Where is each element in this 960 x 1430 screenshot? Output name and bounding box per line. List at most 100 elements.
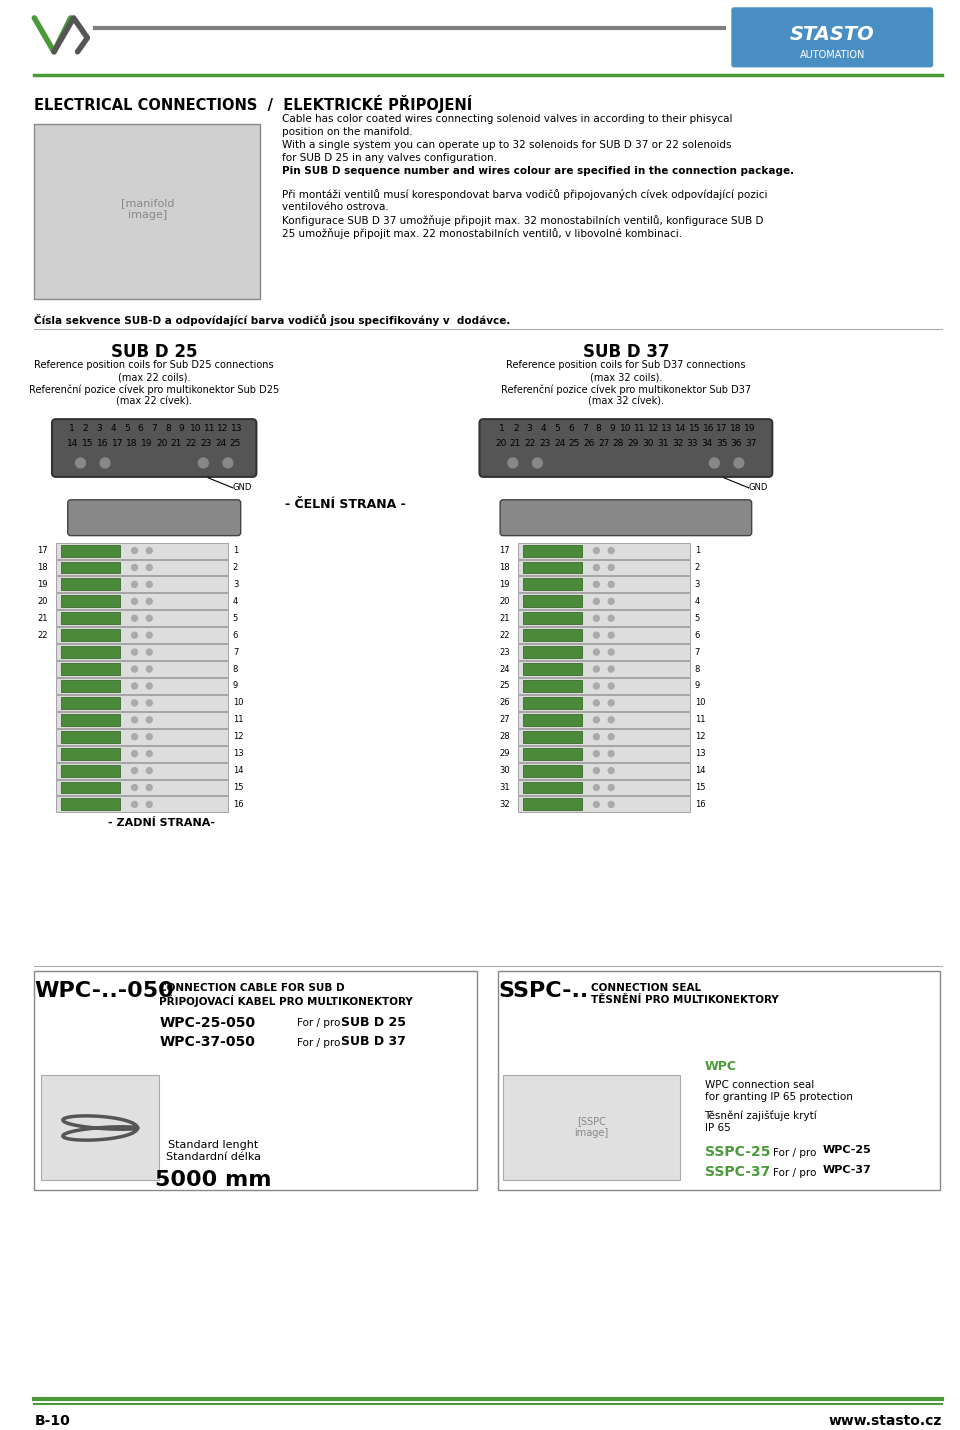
Bar bbox=[56, 576, 228, 592]
Text: 22: 22 bbox=[185, 439, 197, 448]
Text: SUB D 37: SUB D 37 bbox=[583, 343, 669, 362]
Circle shape bbox=[593, 632, 599, 638]
FancyBboxPatch shape bbox=[68, 500, 241, 536]
Text: WPC-37: WPC-37 bbox=[823, 1165, 871, 1175]
Bar bbox=[522, 646, 582, 658]
Text: 10: 10 bbox=[695, 698, 706, 708]
Text: 14: 14 bbox=[675, 423, 686, 433]
Text: 22: 22 bbox=[524, 439, 536, 448]
Text: 1: 1 bbox=[695, 546, 700, 555]
Bar bbox=[60, 714, 120, 726]
Circle shape bbox=[593, 615, 599, 621]
Bar bbox=[522, 629, 582, 641]
Circle shape bbox=[132, 649, 137, 655]
Text: 4: 4 bbox=[233, 596, 238, 606]
Text: 13: 13 bbox=[661, 423, 673, 433]
Circle shape bbox=[609, 785, 614, 791]
Bar bbox=[517, 661, 690, 676]
Text: 24: 24 bbox=[499, 665, 510, 674]
Circle shape bbox=[609, 548, 614, 553]
Bar bbox=[517, 678, 690, 694]
Circle shape bbox=[132, 785, 137, 791]
Text: 11: 11 bbox=[233, 715, 243, 725]
Text: 22: 22 bbox=[499, 631, 510, 639]
Bar bbox=[517, 762, 690, 778]
Text: 12: 12 bbox=[648, 423, 660, 433]
Circle shape bbox=[146, 768, 153, 774]
Text: 14: 14 bbox=[67, 439, 79, 448]
Text: 34: 34 bbox=[701, 439, 712, 448]
Bar bbox=[56, 712, 228, 728]
Text: 5: 5 bbox=[695, 613, 700, 622]
Text: 23: 23 bbox=[499, 648, 510, 656]
Circle shape bbox=[609, 615, 614, 621]
Text: 18: 18 bbox=[127, 439, 138, 448]
Text: ventilového ostrova.: ventilového ostrova. bbox=[282, 202, 389, 212]
Bar bbox=[517, 712, 690, 728]
Circle shape bbox=[146, 716, 153, 722]
FancyBboxPatch shape bbox=[732, 9, 932, 67]
Bar bbox=[517, 576, 690, 592]
Text: 12: 12 bbox=[233, 732, 243, 741]
Text: 27: 27 bbox=[499, 715, 510, 725]
Text: For / pro: For / pro bbox=[297, 1018, 340, 1028]
Text: For / pro: For / pro bbox=[774, 1168, 817, 1178]
Text: 21: 21 bbox=[171, 439, 182, 448]
Text: 13: 13 bbox=[695, 749, 706, 758]
Text: AUTOMATION: AUTOMATION bbox=[800, 50, 865, 60]
Text: SUB D 25: SUB D 25 bbox=[341, 1015, 406, 1028]
Text: (max 32 cívek).: (max 32 cívek). bbox=[588, 396, 664, 406]
Text: 35: 35 bbox=[716, 439, 728, 448]
Text: 27: 27 bbox=[598, 439, 610, 448]
Text: 7: 7 bbox=[582, 423, 588, 433]
Circle shape bbox=[146, 565, 153, 571]
FancyBboxPatch shape bbox=[500, 500, 752, 536]
Text: 31: 31 bbox=[499, 784, 510, 792]
Circle shape bbox=[609, 598, 614, 605]
Circle shape bbox=[593, 582, 599, 588]
Circle shape bbox=[132, 615, 137, 621]
Text: 29: 29 bbox=[628, 439, 639, 448]
Circle shape bbox=[593, 801, 599, 808]
Circle shape bbox=[609, 699, 614, 706]
Text: 10: 10 bbox=[620, 423, 632, 433]
Circle shape bbox=[132, 582, 137, 588]
Text: www.stasto.cz: www.stasto.cz bbox=[828, 1414, 943, 1427]
Bar bbox=[56, 797, 228, 812]
Text: 32: 32 bbox=[672, 439, 684, 448]
Text: 25: 25 bbox=[499, 682, 510, 691]
Circle shape bbox=[146, 649, 153, 655]
Text: 19: 19 bbox=[37, 581, 48, 589]
Circle shape bbox=[146, 666, 153, 672]
Text: 1: 1 bbox=[499, 423, 505, 433]
Bar bbox=[56, 542, 228, 559]
Text: CONNECTION CABLE FOR SUB D: CONNECTION CABLE FOR SUB D bbox=[159, 982, 345, 992]
Text: 25 umožňuje připojit max. 22 monostabilních ventilů, v libovolné kombinaci.: 25 umožňuje připojit max. 22 monostabiln… bbox=[282, 227, 682, 239]
Bar bbox=[56, 745, 228, 762]
Circle shape bbox=[132, 801, 137, 808]
Text: CONNECTION SEAL: CONNECTION SEAL bbox=[591, 982, 702, 992]
Text: 4: 4 bbox=[110, 423, 116, 433]
Circle shape bbox=[593, 716, 599, 722]
Circle shape bbox=[593, 684, 599, 689]
Bar bbox=[56, 779, 228, 795]
Text: 15: 15 bbox=[689, 423, 701, 433]
Text: position on the manifold.: position on the manifold. bbox=[282, 127, 413, 137]
Text: SSPC-37: SSPC-37 bbox=[705, 1165, 770, 1178]
Text: 29: 29 bbox=[499, 749, 510, 758]
Circle shape bbox=[609, 582, 614, 588]
Circle shape bbox=[609, 632, 614, 638]
Bar bbox=[522, 562, 582, 573]
Text: 2: 2 bbox=[513, 423, 518, 433]
Circle shape bbox=[132, 548, 137, 553]
Text: 15: 15 bbox=[233, 784, 243, 792]
Text: With a single system you can operate up to 32 solenoids for SUB D 37 or 22 solen: With a single system you can operate up … bbox=[282, 140, 732, 150]
Text: PŘIPOJOVACÍ KABEL PRO MULTIKONEKTORY: PŘIPOJOVACÍ KABEL PRO MULTIKONEKTORY bbox=[159, 995, 413, 1007]
Text: 12: 12 bbox=[695, 732, 706, 741]
Bar bbox=[517, 628, 690, 644]
Text: 5: 5 bbox=[554, 423, 560, 433]
Bar bbox=[60, 595, 120, 608]
Text: WPC connection seal: WPC connection seal bbox=[705, 1080, 814, 1090]
Text: 3: 3 bbox=[96, 423, 102, 433]
Text: ELECTRICAL CONNECTIONS  /  ELEKTRICKÉ PŘIPOJENÍ: ELECTRICAL CONNECTIONS / ELEKTRICKÉ PŘIP… bbox=[35, 94, 472, 113]
